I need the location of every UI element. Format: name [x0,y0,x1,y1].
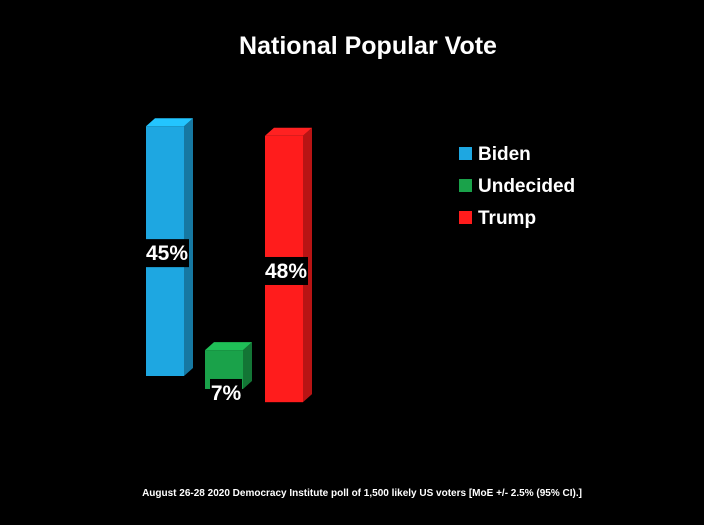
data-label-undecided: 7% [211,382,242,405]
legend-label-undecided: Undecided [478,176,575,197]
bar-trump-top [265,127,312,136]
chart-title: National Popular Vote [239,32,497,60]
bar-undecided-side [243,342,252,389]
legend-swatch-undecided [459,179,472,192]
data-label-trump: 48% [265,260,307,283]
value-labels-group: 45% 7% 48% [145,239,308,407]
data-label-bg-trump [264,256,308,285]
data-label-bg-undecided [210,378,242,407]
data-label-biden: 45% [146,242,188,265]
source-footnote: August 26-28 2020 Democracy Institute po… [142,488,582,499]
bar-biden-top [146,118,193,127]
legend-label-biden: Biden [478,144,531,165]
data-label-bg-biden [145,239,189,268]
legend-swatch-biden [459,147,472,160]
legend-swatch-trump [459,211,472,224]
legend-label-trump: Trump [478,208,536,229]
bar-undecided-top [205,342,252,351]
legend: Biden Undecided Trump [459,144,575,229]
